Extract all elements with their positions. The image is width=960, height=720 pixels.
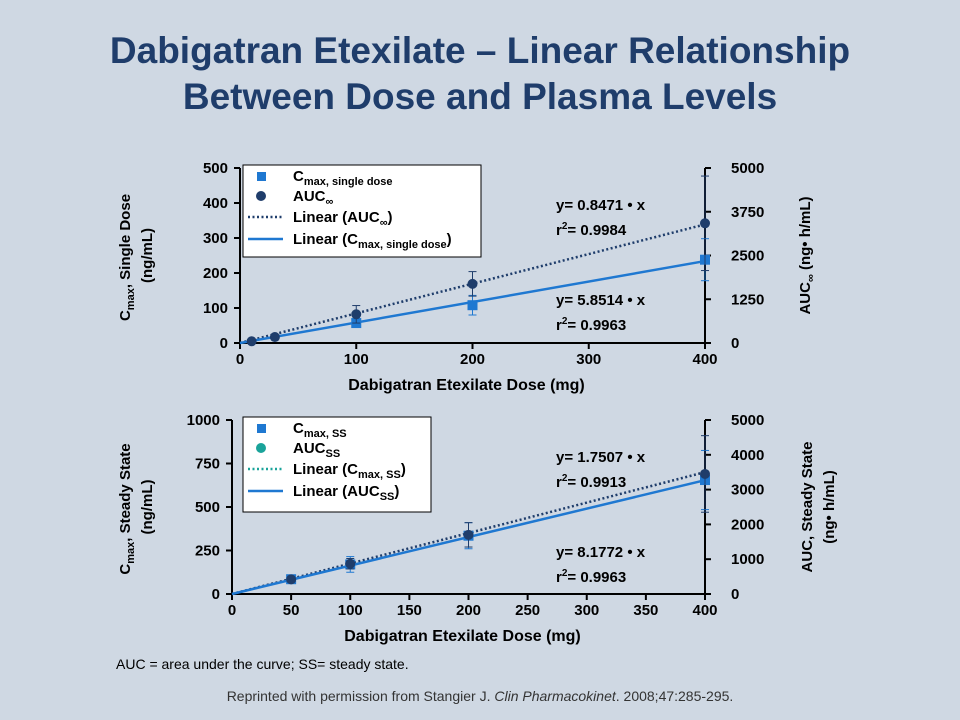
y-left-title-line-1: Cmax, Single Dose: [117, 194, 137, 321]
legend-box: [242, 416, 432, 513]
y-right-tick-label: 2500: [731, 248, 764, 265]
x-axis-title: Dabigatran Etexilate Dose (mg): [344, 628, 581, 645]
y-left-tick-label: 100: [203, 300, 228, 317]
data-point-circle: [700, 468, 710, 479]
footnote: AUC = area under the curve; SS= steady s…: [116, 656, 409, 672]
legend-box: [242, 164, 482, 258]
x-tick-label: 200: [456, 602, 481, 619]
y-right-tick-label: 5000: [731, 160, 764, 177]
y-right-tick-label: 0: [731, 335, 739, 352]
y-left-title-line-1: Cmax, Steady State: [117, 443, 137, 574]
y-left-tick-label: 400: [203, 195, 228, 212]
legend-square-marker: [257, 172, 266, 181]
data-point-circle: [345, 558, 356, 569]
data-point-circle: [351, 309, 362, 320]
credit-journal: Clin Pharmacokinet: [494, 688, 616, 704]
title-line-1: Dabigatran Etexilate – Linear Relationsh…: [109, 30, 851, 71]
x-tick-label: 100: [338, 602, 363, 619]
x-axis-title: Dabigatran Etexilate Dose (mg): [348, 377, 585, 394]
y-right-title-line-1: AUC, Steady State: [799, 442, 816, 573]
title-line-2: Between Dose and Plasma Levels: [182, 76, 778, 117]
x-tick-label: 0: [228, 602, 236, 619]
y-right-tick-label: 1250: [731, 291, 764, 308]
y-right-tick-label: 5000: [731, 412, 764, 429]
y-right-tick-label: 1000: [731, 551, 764, 568]
fit-r2: r2= 0.9963: [556, 568, 626, 586]
y-right-tick-label: 4000: [731, 447, 764, 464]
x-tick-label: 50: [283, 602, 300, 619]
y-right-tick-label: 3750: [731, 204, 764, 221]
data-point-circle: [700, 218, 710, 229]
chart-1: 0 100 200 300 400010020030040050001250250037…: [117, 160, 817, 394]
legend-label: Linear (Cmax, SS): [293, 461, 406, 481]
x-tick-label: 400: [692, 351, 717, 368]
fit-r2: r2= 0.9963: [556, 316, 626, 334]
x-tick-label: 200: [460, 351, 485, 368]
legend-label: Linear (AUC∞): [293, 209, 393, 229]
y-left-tick-label: 250: [195, 543, 220, 560]
y-right-tick-label: 0: [731, 586, 739, 603]
y-right-title-line-2: (ng• h/mL): [821, 470, 838, 544]
fit-equation: y= 8.1772 • x: [556, 544, 646, 561]
credit-post: . 2008;47:285-295.: [615, 688, 734, 704]
data-point-circle: [467, 278, 478, 289]
data-point-circle: [286, 574, 297, 585]
fit-equation: y= 1.7507 • x: [556, 449, 646, 466]
y-left-tick-label: 200: [203, 265, 228, 282]
legend-label: Cmax, SS: [293, 420, 347, 440]
chart-2: 0 50 100 150 200 250 300 350 4000250500750100001…: [117, 412, 838, 645]
y-right-title: AUC∞ (ng• h/mL): [797, 196, 817, 314]
data-point-square: [467, 300, 478, 311]
y-right-tick-label: 3000: [731, 482, 764, 499]
y-left-tick-label: 750: [195, 456, 220, 473]
legend-label: Linear (Cmax, single dose): [293, 231, 452, 251]
legend-circle-marker: [256, 191, 266, 201]
fit-r2: r2= 0.9913: [556, 473, 626, 491]
y-left-tick-label: 1000: [187, 412, 220, 429]
x-tick-label: 300: [574, 602, 599, 619]
x-tick-label: 400: [692, 602, 717, 619]
y-left-tick-label: 500: [203, 160, 228, 177]
y-left-tick-label: 0: [220, 335, 228, 352]
x-tick-label: 100: [344, 351, 369, 368]
legend-label: Cmax, single dose: [293, 168, 393, 188]
y-left-tick-label: 300: [203, 230, 228, 247]
slide-title: Dabigatran Etexilate – Linear Relationsh…: [0, 28, 960, 120]
data-point-circle: [246, 336, 257, 347]
y-left-tick-label: 0: [212, 586, 220, 603]
credit-line: Reprinted with permission from Stangier …: [0, 688, 960, 704]
legend-circle-marker: [256, 443, 266, 453]
y-left-title-line-2: (ng/mL): [139, 480, 156, 535]
legend-square-marker: [257, 424, 266, 433]
fit-equation: y= 5.8514 • x: [556, 292, 646, 309]
x-tick-label: 350: [633, 602, 658, 619]
legend-label: AUCSS: [293, 440, 340, 460]
x-tick-label: 300: [576, 351, 601, 368]
x-tick-label: 150: [397, 602, 422, 619]
legend-label: AUC∞: [293, 188, 334, 208]
y-left-tick-label: 500: [195, 499, 220, 516]
data-point-circle: [463, 529, 474, 540]
x-tick-label: 0: [236, 351, 244, 368]
data-point-circle: [269, 332, 280, 343]
y-left-title-line-2: (ng/mL): [139, 228, 156, 283]
y-right-tick-label: 2000: [731, 516, 764, 533]
legend-label: Linear (AUCSS): [293, 483, 399, 503]
fit-equation: y= 0.8471 • x: [556, 197, 646, 214]
fit-r2: r2= 0.9984: [556, 221, 627, 239]
credit-pre: Reprinted with permission from Stangier …: [226, 688, 495, 704]
x-tick-label: 250: [515, 602, 540, 619]
